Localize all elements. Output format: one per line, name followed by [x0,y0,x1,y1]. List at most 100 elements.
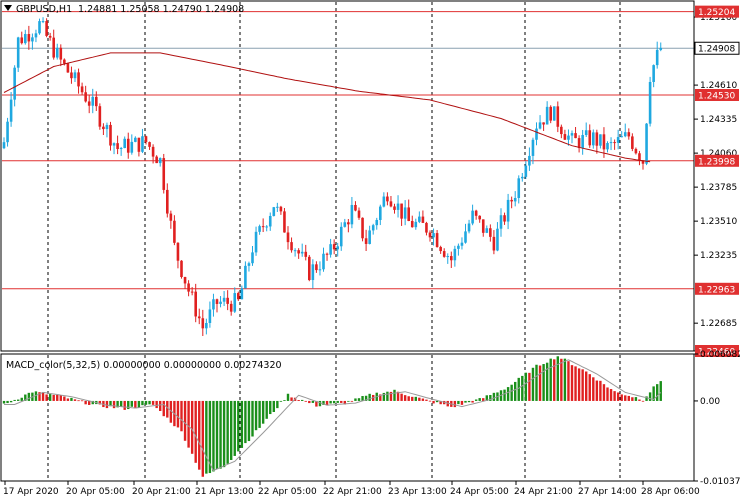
candle-body [254,231,258,253]
candle-body [9,99,13,122]
candle-body [34,33,38,38]
macd-bar [201,400,204,477]
macd-bar [531,367,535,401]
candle-body [119,148,123,150]
macd-bar [514,381,517,401]
macd-bar [315,400,318,407]
macd-bar [134,400,137,409]
candle-body [652,65,655,82]
candle-body [567,135,570,140]
candle-body [403,207,407,219]
macd-bar [59,395,62,401]
candle-body [6,121,9,143]
candle-body [258,226,261,232]
current-price-tag [694,41,740,55]
macd-bar [301,399,304,401]
current-price-label: 1.24908 [698,45,735,55]
macd-bar [428,400,432,402]
macd-bar [631,397,634,401]
macd-bar [148,400,151,405]
macd-bar [311,400,315,403]
macd-bar [656,384,659,401]
macd-bar [215,400,219,470]
candle-body [350,204,354,225]
price-tick-label: 1.24060 [700,149,737,159]
candle-body [233,293,237,312]
macd-bar [155,400,158,409]
candle-body [389,201,393,207]
symbol-label: GBPUSD,H1 [16,4,72,15]
candle-body [187,283,190,292]
main-pane-frame [0,0,695,352]
candle-body [180,260,183,278]
collapse-triangle-icon[interactable] [4,5,12,11]
candle-body [87,101,91,106]
candle-body [286,232,290,243]
candle-body [442,251,446,257]
candle-body [531,139,535,156]
candle-body [293,250,297,252]
macd-bar [453,400,457,408]
candle-body [481,219,485,233]
macd-bar [659,381,662,401]
candle-body [45,21,48,36]
candle-body [382,196,386,207]
candle-body [418,216,421,222]
price-level-tag [695,282,739,295]
macd-bar [652,386,655,401]
candle-body [410,220,414,228]
candle-body [102,126,105,130]
macd-bar [624,395,627,401]
macd-bar [144,400,148,405]
candle-body [570,133,574,136]
candle-body [499,215,503,229]
macd-bar [70,397,73,401]
macd-bar [290,397,293,401]
macd-bar [581,369,584,401]
macd-bar [84,400,87,405]
candle-body [70,72,73,79]
macd-bar [482,398,485,401]
candle-body [332,244,336,250]
candle-body [464,231,467,243]
time-label: 23 Apr 13:00 [388,487,447,497]
macd-bar [187,400,190,448]
macd-bar [80,400,84,402]
candle-body [506,199,510,222]
candle-body [38,21,41,34]
candle-body [244,265,247,289]
candle-body [400,203,403,219]
candle-body [112,143,116,146]
candle-body [613,142,616,144]
candle-body [467,223,471,232]
candle-body [109,124,112,146]
candle-body [606,143,609,150]
candle-body [414,221,418,228]
ohlc-values: 1.24881 1.25058 1.24790 1.24908 [78,4,244,15]
macd-tick-label: -0.010377 [700,477,740,487]
candle-body [315,264,318,271]
candle-body [308,256,311,281]
macd-bar [567,361,570,401]
macd-bar [602,384,606,401]
macd-bar [98,400,102,405]
macd-bar [340,400,343,403]
macd-bar [91,400,94,405]
macd-bar [506,387,510,401]
candle-body [137,137,141,152]
macd-bar [616,392,620,401]
candle-body [148,142,151,147]
macd-bar [169,400,173,423]
macd-bar [439,400,442,405]
candle-body [48,35,52,38]
candle-body [623,132,627,137]
candle-body [513,197,517,202]
candle-body [52,37,55,58]
macd-bar [34,391,38,401]
macd-bar [226,400,229,464]
macd-bar [510,384,513,401]
macd-bar [553,359,556,401]
macd-bar [418,397,421,401]
candle-body [63,59,66,64]
